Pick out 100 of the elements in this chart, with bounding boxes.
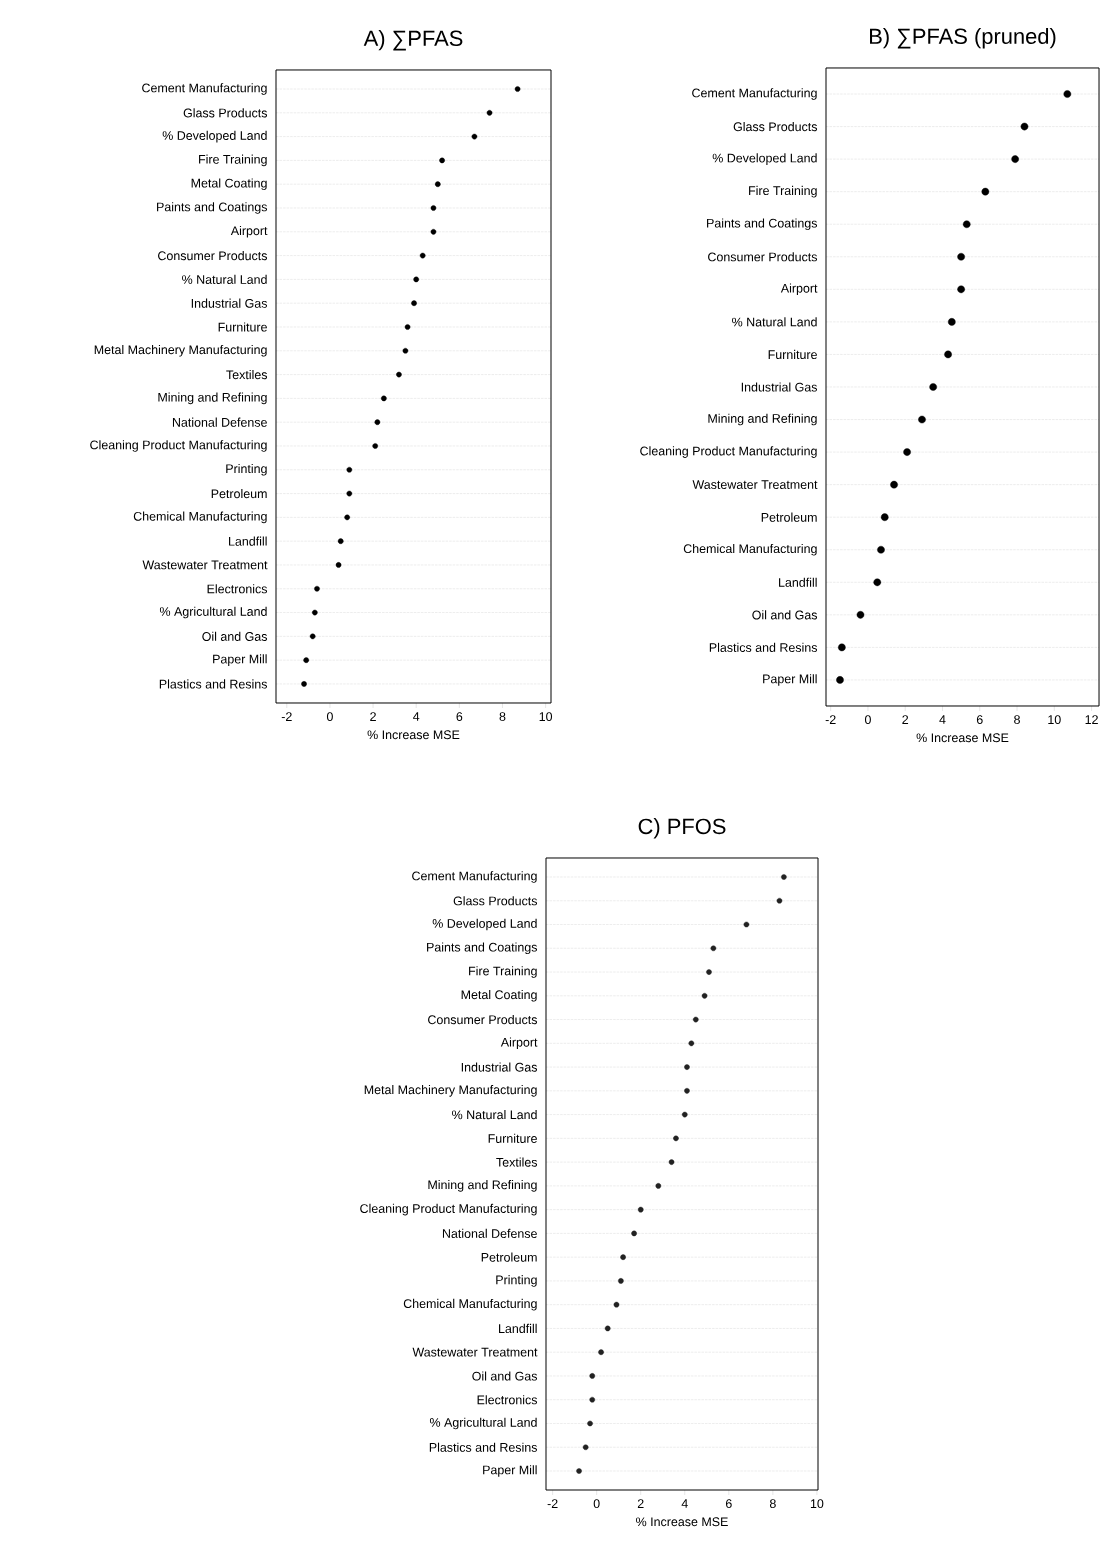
y-tick-label: Wastewater Treatment xyxy=(142,560,268,570)
point xyxy=(396,371,402,378)
y-tick-label: Textiles xyxy=(226,370,268,380)
point xyxy=(957,285,965,294)
y-tick-label: Chemical Manufacturing xyxy=(403,1298,537,1311)
point xyxy=(309,633,316,640)
y-tick-label: Cement Manufacturing xyxy=(142,83,267,95)
x-tick-label: 4 xyxy=(681,1499,688,1508)
x-tick-label: -2 xyxy=(281,712,292,721)
point xyxy=(890,480,898,489)
x-tick-label: 6 xyxy=(456,712,463,722)
point xyxy=(1063,90,1072,98)
y-tick-label: Fire Training xyxy=(749,185,817,198)
x-tick-label: 8 xyxy=(499,712,506,722)
y-tick-label: Landfill xyxy=(229,536,267,546)
point xyxy=(948,318,956,326)
point xyxy=(381,395,387,402)
point xyxy=(701,993,708,999)
y-tick-label: Consumer Products xyxy=(708,252,818,262)
y-tick-label: Cement Manufacturing xyxy=(412,871,537,883)
point xyxy=(710,945,717,952)
chart-title: A) ∑PFAS xyxy=(363,29,463,51)
point xyxy=(903,448,911,456)
y-tick-label: Electronics xyxy=(477,1395,538,1405)
point xyxy=(962,220,971,229)
y-tick-label: Plastics and Resins xyxy=(709,642,818,652)
point xyxy=(344,514,350,521)
y-tick-label: Petroleum xyxy=(481,1252,537,1262)
y-tick-label: Paints and Coatings xyxy=(157,202,268,214)
point xyxy=(929,383,937,391)
y-tick-label: Oil and Gas xyxy=(472,1371,538,1381)
y-tick-label: Furniture xyxy=(218,322,267,332)
point xyxy=(419,252,426,259)
point xyxy=(873,578,882,587)
point xyxy=(957,252,965,261)
x-tick-label: 6 xyxy=(976,715,983,725)
point xyxy=(434,181,441,187)
point xyxy=(335,562,342,568)
y-tick-label: Oil and Gas xyxy=(752,610,818,620)
x-tick-label: 8 xyxy=(1014,715,1020,725)
y-tick-label: % Natural Land xyxy=(452,1110,537,1120)
point xyxy=(337,538,344,544)
y-tick-label: Industrial Gas xyxy=(461,1062,538,1072)
y-tick-label: Petroleum xyxy=(761,512,817,522)
point xyxy=(301,681,307,687)
y-tick-label: % Developed Land xyxy=(712,153,817,165)
y-tick-label: % Developed Land xyxy=(162,130,267,143)
point xyxy=(692,1016,699,1023)
y-tick-label: Consumer Products xyxy=(158,251,268,261)
y-tick-label: Mining and Refining xyxy=(158,392,267,405)
y-tick-label: Paper Mill xyxy=(483,1465,537,1477)
y-tick-label: Cleaning Product Manufacturing xyxy=(640,446,817,458)
point xyxy=(374,419,381,425)
y-tick-label: Metal Coating xyxy=(191,178,267,190)
y-tick-label: Wastewater Treatment xyxy=(412,1347,538,1357)
y-tick-label: Oil and Gas xyxy=(202,631,268,641)
point xyxy=(836,676,844,684)
y-tick-label: Plastics and Resins xyxy=(429,1442,538,1452)
point xyxy=(576,1468,582,1474)
point xyxy=(346,466,353,473)
y-tick-label: Metal Coating xyxy=(461,989,537,1002)
y-tick-label: Electronics xyxy=(207,584,268,594)
x-tick-label: 12 xyxy=(1085,715,1098,724)
y-tick-label: National Defense xyxy=(442,1228,537,1238)
x-tick-label: 4 xyxy=(413,712,420,721)
point xyxy=(514,86,521,92)
point xyxy=(668,1159,675,1165)
x-tick-label: 0 xyxy=(593,1499,600,1509)
point xyxy=(582,1444,589,1451)
y-tick-label: Printing xyxy=(226,463,267,476)
chart-title: B) ∑PFAS (pruned) xyxy=(870,27,1056,49)
point xyxy=(918,415,926,424)
x-tick-label: 0 xyxy=(864,715,871,725)
y-tick-label: Chemical Manufacturing xyxy=(683,543,817,556)
y-tick-label: Paints and Coatings xyxy=(707,218,818,231)
point xyxy=(684,1088,690,1094)
x-tick-label: 10 xyxy=(539,712,553,722)
x-tick-label: 0 xyxy=(326,712,333,722)
y-tick-label: Cement Manufacturing xyxy=(692,88,817,100)
y-tick-label: Glass Products xyxy=(453,896,538,906)
point xyxy=(838,643,846,652)
point xyxy=(856,611,865,619)
y-tick-label: Airport xyxy=(500,1037,538,1050)
y-tick-label: Paper Mill xyxy=(763,674,817,686)
x-axis-title: % Increase MSE xyxy=(636,1517,728,1527)
point xyxy=(655,1183,662,1189)
y-tick-label: National Defense xyxy=(172,417,267,427)
x-tick-label: 10 xyxy=(1048,715,1061,725)
x-axis-title: % Increase MSE xyxy=(916,733,1009,743)
x-tick-label: 8 xyxy=(769,1499,776,1509)
point xyxy=(486,110,493,116)
point xyxy=(620,1254,626,1260)
y-tick-label: Mining and Refining xyxy=(708,413,817,426)
point xyxy=(413,276,419,283)
y-tick-label: Furniture xyxy=(488,1133,537,1143)
point xyxy=(411,300,417,306)
point xyxy=(589,1396,596,1403)
point xyxy=(684,1064,690,1070)
point xyxy=(439,157,445,164)
y-tick-label: Textiles xyxy=(496,1157,538,1167)
